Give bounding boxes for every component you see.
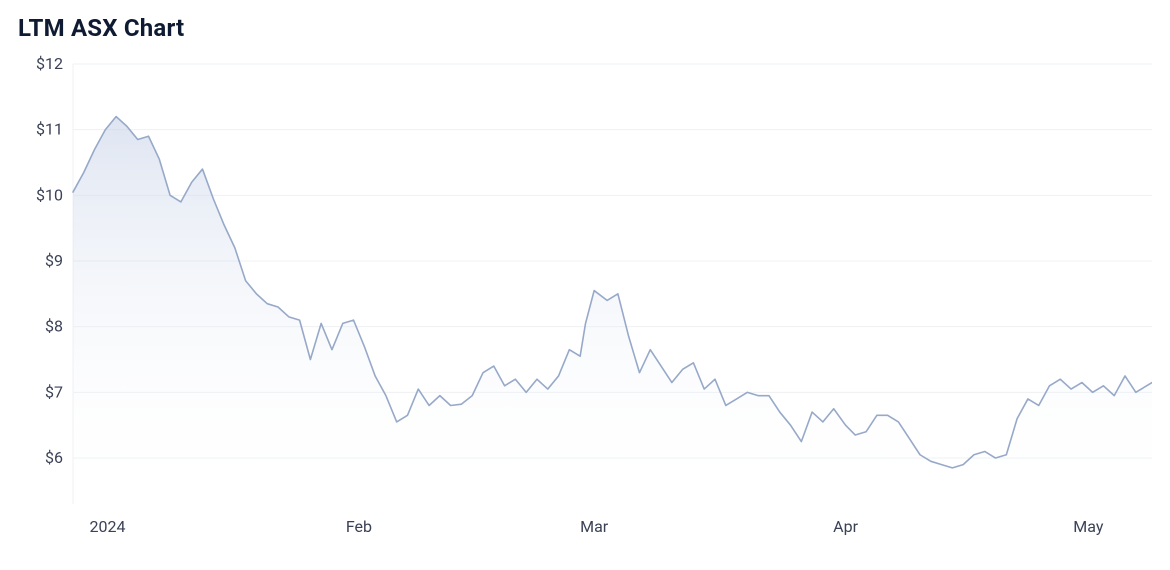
x-axis-tick-label: 2024 — [90, 517, 126, 536]
y-axis-tick-label: $9 — [45, 251, 63, 270]
chart-title: LTM ASX Chart — [18, 14, 184, 42]
price-area-fill — [73, 117, 1152, 504]
x-axis-tick-label: Mar — [580, 517, 609, 536]
x-axis-tick-label: May — [1073, 517, 1104, 536]
chart-container: LTM ASX Chart $6 $7 $8 $9 $10 $11 $12 2024 Feb Ma… — [0, 0, 1170, 570]
y-axis-tick-label: $10 — [36, 185, 63, 204]
y-axis-tick-label: $7 — [45, 382, 63, 401]
y-axis-tick-label: $11 — [36, 120, 63, 139]
y-axis-tick-label: $6 — [45, 448, 63, 467]
x-axis-tick-label: Apr — [833, 517, 858, 536]
chart-plot-area: $6 $7 $8 $9 $10 $11 $12 2024 Feb Mar Apr May — [18, 54, 1152, 554]
x-axis-tick-label: Feb — [346, 517, 372, 536]
y-axis-tick-label: $8 — [45, 317, 63, 336]
y-axis-tick-label: $12 — [36, 54, 63, 73]
area-chart-svg: $6 $7 $8 $9 $10 $11 $12 2024 Feb Mar Apr May — [18, 54, 1152, 554]
